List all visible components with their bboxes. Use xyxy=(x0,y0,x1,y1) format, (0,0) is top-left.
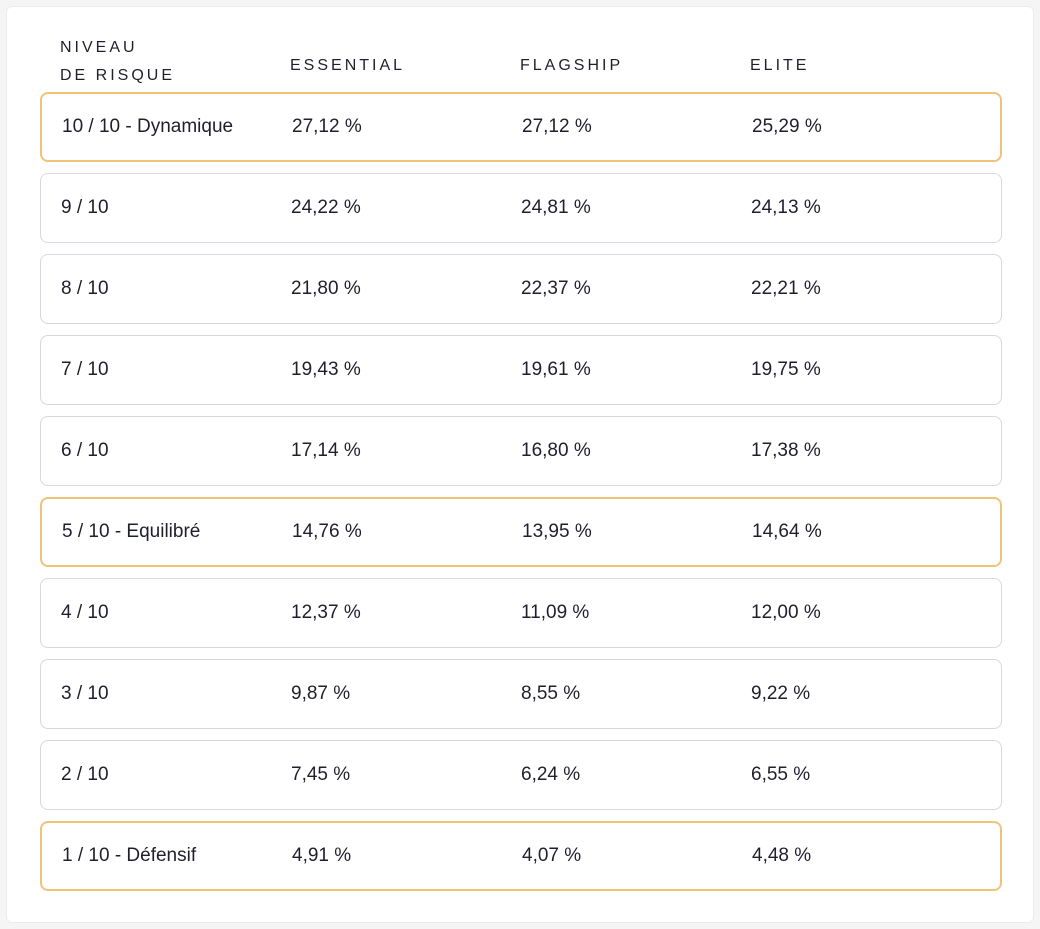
table-row: 9 / 10 24,22 % 24,81 % 24,13 % xyxy=(40,173,1002,243)
risk-level-cell: 9 / 10 xyxy=(61,197,109,218)
header-risk-level-line1: NIVEAU xyxy=(60,39,138,56)
flagship-cell: 11,09 % xyxy=(521,602,590,623)
elite-cell: 25,29 % xyxy=(752,116,822,137)
table-row: 5 / 10 - Equilibré 14,76 % 13,95 % 14,64… xyxy=(40,497,1002,567)
essential-cell: 24,22 % xyxy=(291,197,361,218)
flagship-cell: 24,81 % xyxy=(521,197,591,218)
flagship-cell: 27,12 % xyxy=(522,116,592,137)
essential-cell: 19,43 % xyxy=(291,359,361,380)
table-row: 10 / 10 - Dynamique 27,12 % 27,12 % 25,2… xyxy=(40,92,1002,162)
risk-level-cell: 1 / 10 - Défensif xyxy=(62,845,197,866)
flagship-cell: 22,37 % xyxy=(521,278,591,299)
essential-cell: 4,91 % xyxy=(292,845,352,866)
essential-cell: 14,76 % xyxy=(292,521,362,542)
essential-cell: 17,14 % xyxy=(291,440,361,461)
flagship-cell: 13,95 % xyxy=(522,521,592,542)
table-row: 4 / 10 12,37 % 11,09 % 12,00 % xyxy=(40,578,1002,648)
elite-cell: 24,13 % xyxy=(751,197,821,218)
elite-cell: 4,48 % xyxy=(752,845,812,866)
flagship-cell: 16,80 % xyxy=(521,440,591,461)
performance-table-card: NIVEAU DE RISQUE ESSENTIAL FLAGSHIP ELIT… xyxy=(6,6,1034,923)
header-essential: ESSENTIAL xyxy=(290,57,406,74)
essential-cell: 21,80 % xyxy=(291,278,361,299)
elite-cell: 17,38 % xyxy=(751,440,821,461)
elite-cell: 6,55 % xyxy=(751,764,811,785)
table-row: 2 / 10 7,45 % 6,24 % 6,55 % xyxy=(40,740,1002,810)
risk-level-cell: 10 / 10 - Dynamique xyxy=(62,116,234,137)
table-row: 7 / 10 19,43 % 19,61 % 19,75 % xyxy=(40,335,1002,405)
essential-cell: 7,45 % xyxy=(291,764,351,785)
header-risk-level: NIVEAU DE RISQUE xyxy=(60,34,260,90)
essential-cell: 27,12 % xyxy=(292,116,362,137)
table-row: 1 / 10 - Défensif 4,91 % 4,07 % 4,48 % xyxy=(40,821,1002,891)
elite-cell: 22,21 % xyxy=(751,278,821,299)
elite-cell: 12,00 % xyxy=(751,602,821,623)
flagship-cell: 4,07 % xyxy=(522,845,582,866)
essential-cell: 12,37 % xyxy=(291,602,361,623)
risk-level-cell: 3 / 10 xyxy=(61,683,109,704)
header-flagship: FLAGSHIP xyxy=(520,57,624,74)
risk-level-cell: 5 / 10 - Equilibré xyxy=(62,521,201,542)
risk-level-cell: 6 / 10 xyxy=(61,440,109,461)
table-body: 10 / 10 - Dynamique 27,12 % 27,12 % 25,2… xyxy=(40,92,1002,902)
elite-cell: 9,22 % xyxy=(751,683,811,704)
risk-level-cell: 2 / 10 xyxy=(61,764,109,785)
elite-cell: 19,75 % xyxy=(751,359,821,380)
essential-cell: 9,87 % xyxy=(291,683,351,704)
risk-level-cell: 8 / 10 xyxy=(61,278,109,299)
table-row: 6 / 10 17,14 % 16,80 % 17,38 % xyxy=(40,416,1002,486)
elite-cell: 14,64 % xyxy=(752,521,822,542)
header-risk-level-line2: DE RISQUE xyxy=(60,67,176,84)
flagship-cell: 8,55 % xyxy=(521,683,581,704)
table-row: 8 / 10 21,80 % 22,37 % 22,21 % xyxy=(40,254,1002,324)
header-elite: ELITE xyxy=(750,57,810,74)
flagship-cell: 19,61 % xyxy=(521,359,591,380)
table-header: NIVEAU DE RISQUE ESSENTIAL FLAGSHIP ELIT… xyxy=(60,34,1000,90)
risk-level-cell: 4 / 10 xyxy=(61,602,109,623)
flagship-cell: 6,24 % xyxy=(521,764,581,785)
table-row: 3 / 10 9,87 % 8,55 % 9,22 % xyxy=(40,659,1002,729)
risk-level-cell: 7 / 10 xyxy=(61,359,109,380)
